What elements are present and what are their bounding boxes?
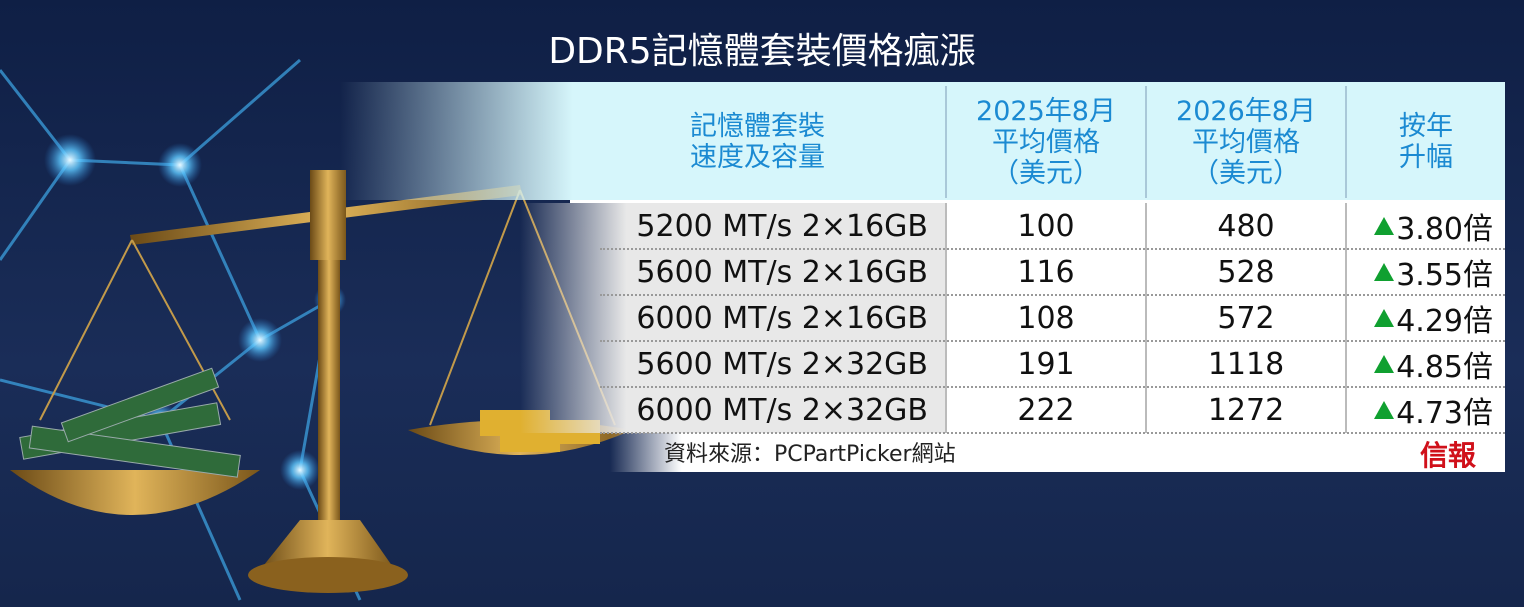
row-divider — [600, 294, 1505, 296]
header-line: （美元） — [992, 157, 1100, 189]
header-cell: 記憶體套裝 速度及容量 — [570, 86, 945, 198]
header-line: 按年 — [1399, 111, 1453, 142]
row-divider — [600, 340, 1505, 342]
row-divider — [600, 432, 1505, 434]
row-label: 5200 MT/s 2×16GB — [636, 208, 928, 244]
header-line: 2025年8月 — [976, 95, 1116, 127]
change-value: 4.85倍 — [1396, 350, 1493, 385]
row-label: 6000 MT/s 2×32GB — [636, 392, 928, 428]
cell-value: 572 — [1145, 295, 1345, 341]
source-band — [610, 433, 1505, 472]
header-rule — [570, 200, 1505, 203]
change-cell: 3.55倍 — [1345, 249, 1505, 295]
change-cell: 4.29倍 — [1345, 295, 1505, 341]
change-value: 3.55倍 — [1396, 258, 1493, 293]
change-cell: 4.73倍 — [1345, 387, 1505, 433]
cell-value: 116 — [945, 249, 1145, 295]
change-value: 3.80倍 — [1396, 212, 1493, 247]
header-cell: 按年 升幅 — [1345, 86, 1505, 198]
cell-value: 1118 — [1145, 341, 1345, 387]
cell-value: 191 — [945, 341, 1145, 387]
header-line: 平均價格 — [992, 126, 1100, 158]
cell-value: 528 — [1145, 249, 1345, 295]
up-arrow — [1374, 401, 1395, 419]
cell-value: 100 — [945, 203, 1145, 249]
header-line: （美元） — [1192, 157, 1300, 189]
header-cell: 2025年8月 平均價格 （美元） — [945, 86, 1145, 198]
value-band — [945, 203, 1505, 433]
cell-value: 480 — [1145, 203, 1345, 249]
up-arrow — [1374, 355, 1395, 373]
row-label: 6000 MT/s 2×16GB — [636, 300, 928, 336]
up-arrow — [1374, 263, 1395, 281]
cell-value: 222 — [945, 387, 1145, 433]
change-value: 4.73倍 — [1396, 396, 1493, 431]
header-line: 2026年8月 — [1176, 95, 1316, 127]
up-arrow — [1374, 309, 1395, 327]
header-line: 記憶體套裝 — [690, 111, 825, 142]
row-divider — [600, 386, 1505, 388]
header-cell: 2026年8月 平均價格 （美元） — [1145, 86, 1345, 198]
up-arrow — [1374, 217, 1395, 235]
scale-illustration — [10, 170, 632, 593]
label-column-band — [520, 203, 945, 433]
change-cell: 4.85倍 — [1345, 341, 1505, 387]
source: 資料來源：PCPartPicker網站 — [664, 442, 956, 467]
change-value: 4.29倍 — [1396, 304, 1493, 339]
header-line: 升幅 — [1399, 142, 1453, 173]
row-label: 5600 MT/s 2×32GB — [636, 346, 928, 382]
header-line: 平均價格 — [1192, 126, 1300, 158]
cell-value: 108 — [945, 295, 1145, 341]
row-divider — [600, 248, 1505, 250]
brand: 信報 — [1420, 439, 1477, 472]
header-line: 速度及容量 — [690, 142, 825, 173]
header-band — [340, 82, 1505, 200]
cell-value: 1272 — [1145, 387, 1345, 433]
title: DDR5記憶體套裝價格瘋漲 — [548, 31, 976, 72]
row-label: 5600 MT/s 2×16GB — [636, 254, 928, 290]
change-cell: 3.80倍 — [1345, 203, 1505, 249]
